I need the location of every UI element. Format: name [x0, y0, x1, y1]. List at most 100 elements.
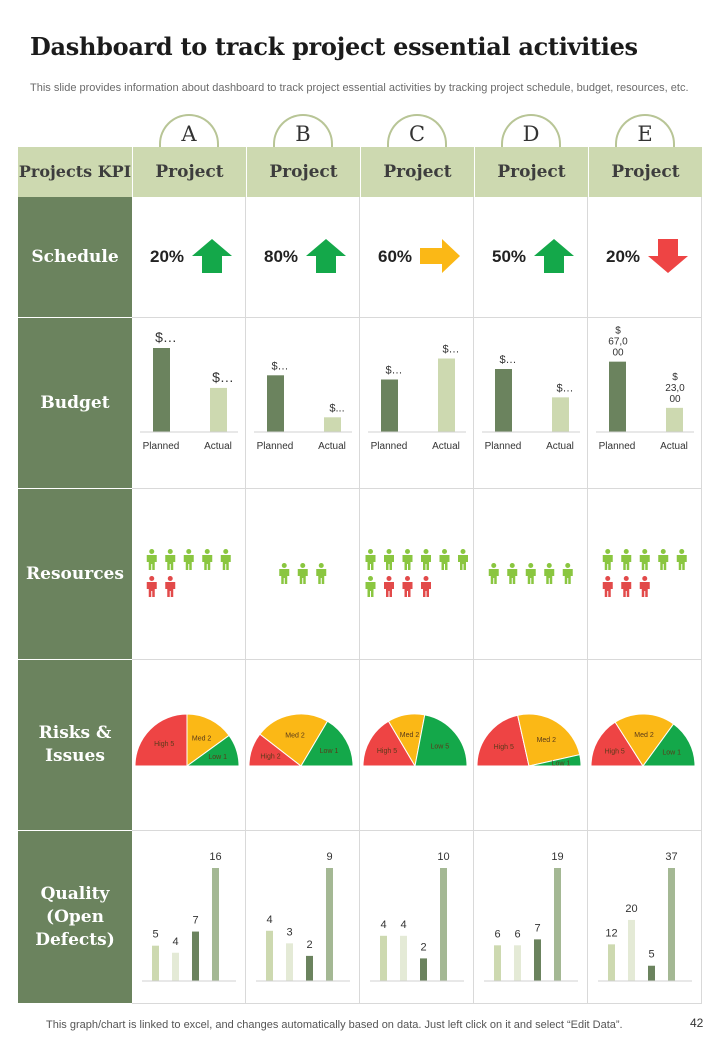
schedule-cell-a: 20%	[132, 197, 246, 318]
schedule-value: 20%	[150, 247, 185, 266]
risk-slice-label: Med 2	[400, 732, 420, 739]
schedule-value: 80%	[264, 247, 299, 266]
project-header-e: Project	[588, 147, 702, 197]
schedule-value: 60%	[378, 247, 413, 266]
quality-cell-c: 4 4 2 10	[360, 831, 474, 1004]
person-icon	[384, 576, 394, 597]
person-icon	[639, 576, 650, 597]
schedule-cell-e: 20%	[588, 197, 702, 318]
risks-cell-d: High 5 Med 2 Low 1	[474, 660, 588, 831]
budget-category-label: Actual	[204, 441, 232, 452]
schedule-value: 20%	[606, 247, 641, 266]
risk-slice-high	[134, 713, 188, 767]
defect-value-label: 20	[625, 903, 637, 915]
risk-slice-label: High 5	[494, 744, 514, 751]
defect-bar	[628, 919, 635, 981]
budget-category-label: Planned	[143, 441, 180, 452]
project-tab-d: D	[501, 114, 561, 147]
defect-value-label: 7	[534, 922, 540, 934]
person-icon	[602, 549, 613, 570]
person-icon	[525, 563, 536, 584]
defect-value-label: 5	[648, 949, 654, 961]
budget-value-label: $…	[155, 329, 177, 345]
risk-slice-label: High 5	[377, 748, 397, 755]
person-icon	[458, 549, 468, 570]
quality-chart: 6 6 7 19	[484, 851, 578, 982]
budget-cell-e: $67,0 00 Planned $23,0 00 Actual	[588, 318, 702, 489]
person-icon	[402, 549, 413, 570]
budget-category-label: Planned	[485, 441, 522, 452]
person-icon	[146, 576, 157, 597]
defect-value-label: 37	[665, 851, 677, 863]
risk-slice-med	[517, 713, 581, 767]
defect-bar	[440, 868, 447, 981]
quality-cell-b: 4 3 2 9	[246, 831, 360, 1004]
row-label-quality: Quality (Open Defects)	[18, 831, 132, 1004]
budget-value-label: $67,0 00	[608, 326, 628, 359]
defect-bar	[554, 868, 561, 981]
resources-chart	[488, 563, 573, 584]
person-icon	[562, 563, 573, 584]
page-subtitle: This slide provides information about da…	[30, 82, 689, 94]
person-icon	[658, 549, 669, 570]
budget-value-label: $23,0 00	[665, 372, 685, 405]
defect-bar	[514, 945, 521, 981]
budget-bar-actual	[666, 407, 683, 432]
risk-gauge: High 5 Med 2 Low 1	[590, 713, 696, 767]
risk-slice-label: High 2	[260, 754, 280, 761]
defect-value-label: 2	[306, 939, 312, 951]
defect-bar	[306, 955, 313, 981]
budget-value-label: $…	[212, 369, 234, 385]
risk-slice-high	[362, 720, 416, 767]
page-title: Dashboard to track project essential act…	[30, 32, 638, 61]
person-icon	[421, 576, 431, 597]
quality-cell-e: 12 20 5 37	[588, 831, 702, 1004]
arrow-up-icon	[306, 239, 346, 273]
schedule-value: 50%	[492, 247, 527, 266]
defect-value-label: 12	[605, 927, 617, 939]
defect-bar	[192, 931, 199, 981]
risk-slice-label: Med 2	[285, 732, 305, 739]
person-icon	[639, 549, 650, 570]
page-number: 42	[690, 1016, 704, 1030]
budget-value-label: $…	[556, 382, 573, 394]
risk-gauge: High 5 Med 2 Low 5	[362, 713, 468, 768]
kpi-header: Projects KPI	[18, 147, 132, 197]
row-label-budget: Budget	[18, 318, 132, 489]
budget-category-label: Planned	[257, 441, 294, 452]
risk-slice-label: Med 2	[192, 735, 212, 742]
defect-value-label: 19	[551, 851, 563, 863]
defect-bar	[494, 945, 501, 981]
risk-slice-med	[259, 713, 329, 767]
row-label-risks: Risks & Issues	[18, 660, 132, 831]
budget-value-label: $…	[442, 344, 459, 356]
budget-cell-c: $… Planned $… Actual	[360, 318, 474, 489]
risk-slice-label: Low 1	[552, 761, 571, 768]
project-header-c: Project	[360, 147, 474, 197]
defect-bar	[286, 943, 293, 981]
resources-cell-d	[474, 489, 588, 660]
person-icon	[621, 576, 632, 597]
budget-chart: $… Planned $... Actual	[254, 360, 352, 452]
risk-slice-label: Low 5	[430, 743, 449, 750]
risk-slice-high	[590, 721, 644, 767]
person-icon	[365, 549, 376, 570]
defect-bar	[380, 935, 387, 981]
resources-cell-a	[132, 489, 246, 660]
defect-bar	[648, 965, 655, 981]
budget-category-label: Planned	[371, 441, 408, 452]
budget-bar-planned	[267, 375, 284, 432]
person-icon	[279, 563, 290, 584]
person-icon	[183, 549, 194, 570]
arrow-down-icon	[648, 239, 688, 273]
row-label-schedule: Schedule	[18, 197, 132, 318]
person-icon	[421, 549, 431, 570]
budget-category-label: Actual	[660, 441, 688, 452]
defect-bar	[420, 958, 427, 981]
budget-bar-planned	[153, 348, 170, 432]
person-icon	[165, 549, 176, 570]
defect-bar	[152, 945, 159, 981]
defect-value-label: 4	[380, 919, 386, 931]
resources-chart	[146, 549, 231, 597]
budget-value-label: $…	[499, 354, 516, 366]
